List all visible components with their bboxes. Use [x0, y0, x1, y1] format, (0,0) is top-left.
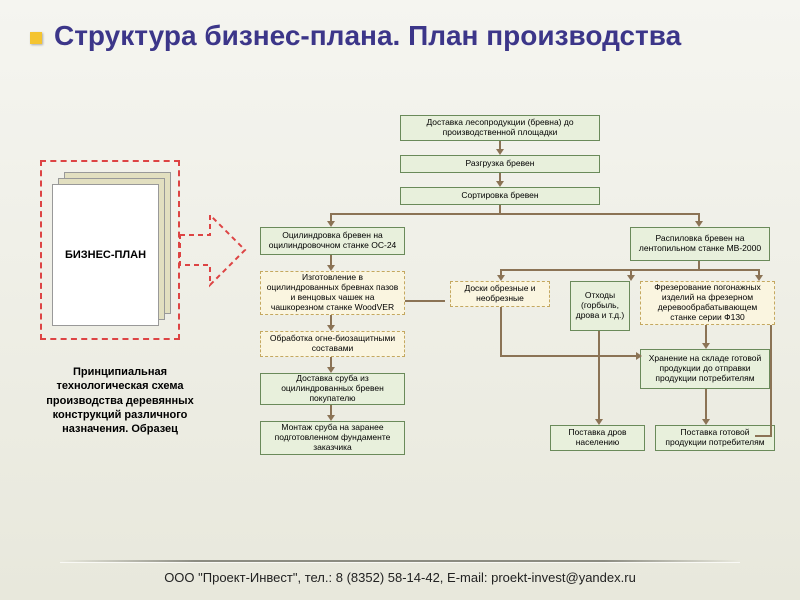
- document-stack: БИЗНЕС-ПЛАН: [40, 160, 180, 340]
- node-milling: Фрезерование погонажных изделий на фрезе…: [640, 281, 775, 325]
- flowchart: Доставка лесопродукции (бревна) до произ…: [260, 115, 780, 535]
- node-treatment: Обработка огне-биозащитными составами: [260, 331, 405, 357]
- node-firewood: Поставка дров населению: [550, 425, 645, 451]
- slide: Структура бизнес-плана. План производств…: [0, 0, 800, 600]
- node-sort: Сортировка бревен: [400, 187, 600, 205]
- page-title: Структура бизнес-плана. План производств…: [54, 20, 681, 52]
- node-cylinder: Оцилиндровка бревен на оцилиндровочном с…: [260, 227, 405, 255]
- title-area: Структура бизнес-плана. План производств…: [30, 20, 770, 52]
- left-panel: БИЗНЕС-ПЛАН Принципиальная технологическ…: [40, 160, 200, 436]
- caption: Принципиальная технологическая схема про…: [40, 365, 200, 436]
- footer: ООО "Проект-Инвест", тел.: 8 (8352) 58-1…: [0, 570, 800, 585]
- node-install: Монтаж сруба на заранее подготовленном ф…: [260, 421, 405, 455]
- node-waste: Отходы (горбыль, дрова и т.д.): [570, 281, 630, 331]
- title-bullet: [30, 32, 42, 44]
- divider: [60, 560, 740, 562]
- doc-label: БИЗНЕС-ПЛАН: [65, 249, 146, 261]
- node-delivery-srub: Доставка сруба из оцилиндрованных бревен…: [260, 373, 405, 405]
- node-boards: Доски обрезные и необрезные: [450, 281, 550, 307]
- node-saw: Распиловка бревен на лентопильном станке…: [630, 227, 770, 261]
- node-unload: Разгрузка бревен: [400, 155, 600, 173]
- node-delivery: Доставка лесопродукции (бревна) до произ…: [400, 115, 600, 141]
- node-ship: Поставка готовой продукции потребителям: [655, 425, 775, 451]
- node-grooves: Изготовление в оцилиндрованных бревнах п…: [260, 271, 405, 315]
- node-storage: Хранение на складе готовой продукции до …: [640, 349, 770, 389]
- big-arrow: [180, 210, 250, 295]
- doc-front: БИЗНЕС-ПЛАН: [52, 184, 159, 326]
